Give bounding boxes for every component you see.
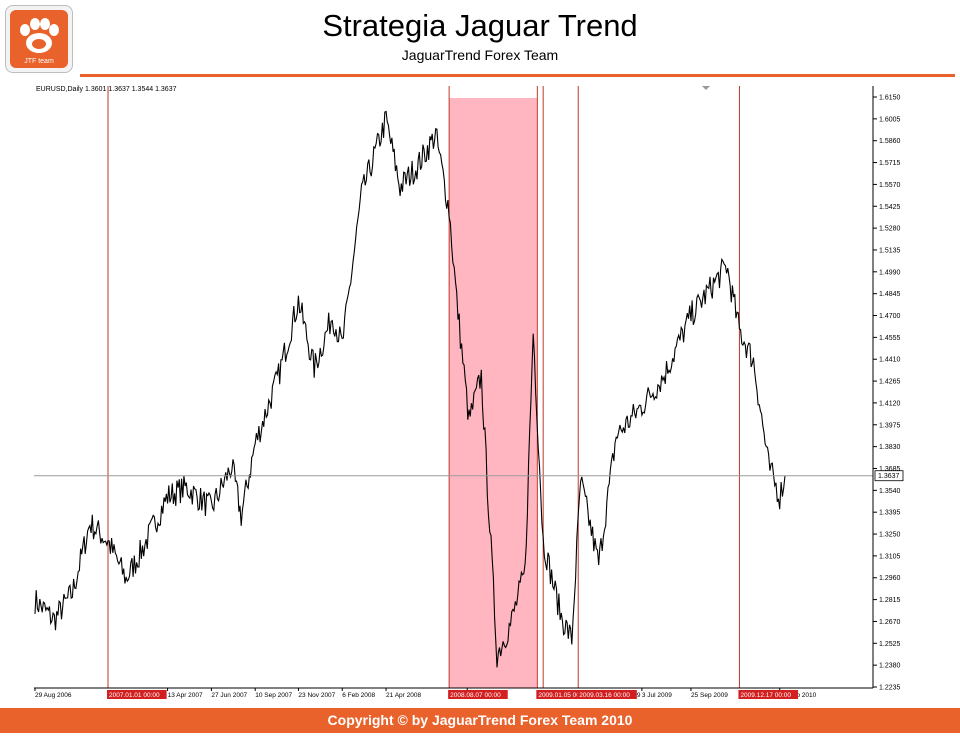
signal-date-label: 2009.03.16 00:00 [579,692,630,699]
x-tick-label: 21 Apr 2008 [386,692,421,699]
y-tick-label: 1.4410 [879,357,901,364]
x-tick-label: 3 Jul 2009 [642,692,672,699]
y-tick-label: 1.2670 [879,619,901,626]
price-chart: 1.6150 1.6005 1.5860 1.5715 1.5570 1.5425 1.52… [34,86,904,699]
y-tick-label: 1.5570 [879,182,901,189]
highlight-band [449,98,538,688]
y-tick-label: 1.5425 [879,204,901,211]
signal-date-label: 2007.01.01 00:00 [109,692,160,699]
signal-date-tag [448,690,508,699]
y-tick-label: 1.5135 [879,247,901,254]
y-tick-label: 1.6150 [879,95,901,102]
page-title: Strategia Jaguar Trend [322,8,638,43]
current-price-tag [874,470,904,482]
y-tick-label: 1.3975 [879,422,901,429]
paw-print-icon [20,18,59,53]
signal-date-tag [738,690,799,699]
signal-date-tag [107,690,167,699]
signal-date-label: 2009.12.17 00:00 [740,692,791,699]
y-tick-label: 1.2815 [879,597,901,604]
y-tick-label: 1.3250 [879,532,901,539]
y-tick-label: 1.2525 [879,641,901,648]
x-tick-label: 27 Jun 2007 [211,692,247,699]
logo-label: JTF team [24,58,54,65]
y-tick-label: 1.4700 [879,313,901,320]
y-tick-label: 1.2235 [879,685,901,692]
scroll-marker-icon [702,86,710,90]
footer-bar: Copyright © by JaguarTrend Forex Team 20… [0,708,960,733]
paw-logo-icon: JTF team [10,10,68,68]
y-tick-label: 1.4265 [879,379,901,386]
current-price-label: 1.3637 [878,473,900,480]
y-tick-label: 1.4555 [879,335,901,342]
y-tick-label: 1.3395 [879,510,901,517]
y-tick-label: 1.5860 [879,138,901,145]
y-tick-label: 1.5280 [879,226,901,233]
y-tick-label: 1.2960 [879,575,901,582]
signal-date-label: 2009.01.05 00:00 [538,692,589,699]
x-tick-label: 29 Aug 2006 [35,692,72,699]
page-subtitle: JaguarTrend Forex Team [401,47,559,63]
x-tick-label: 10 Sep 2007 [255,692,292,699]
y-tick-label: 1.4845 [879,291,901,298]
y-tick-label: 1.4990 [879,269,901,276]
y-tick-label: 1.3830 [879,444,901,451]
y-tick-label: 1.6005 [879,116,901,123]
signal-date-tag [577,690,637,699]
x-tick-label: 6 Feb 2008 [342,692,375,699]
y-tick-label: 1.3105 [879,553,901,560]
y-tick-label: 1.3540 [879,488,901,495]
x-tick-label: 24 Feb 2010 [780,692,817,699]
signal-date-tag [536,690,596,699]
signal-date-label: 2008.08.07 00:00 [450,692,501,699]
header-divider [80,74,955,77]
price-series-line [34,110,786,668]
y-tick-label: 1.4120 [879,400,901,407]
y-tick-label: 1.3685 [879,466,901,473]
y-tick-label: 1.5715 [879,160,901,167]
copyright-text: Copyright © by JaguarTrend Forex Team 20… [327,712,633,728]
brand-logo: JTF team [5,5,73,73]
chart-symbol-header: EURUSD,Daily 1.3601 1.3637 1.3544 1.3637 [36,86,177,93]
x-tick-label: 23 Nov 2007 [298,692,335,699]
y-tick-label: 1.2380 [879,663,901,670]
x-tick-label: 25 Sep 2009 [691,692,728,699]
x-tick-label: 13 Apr 2007 [168,692,203,699]
